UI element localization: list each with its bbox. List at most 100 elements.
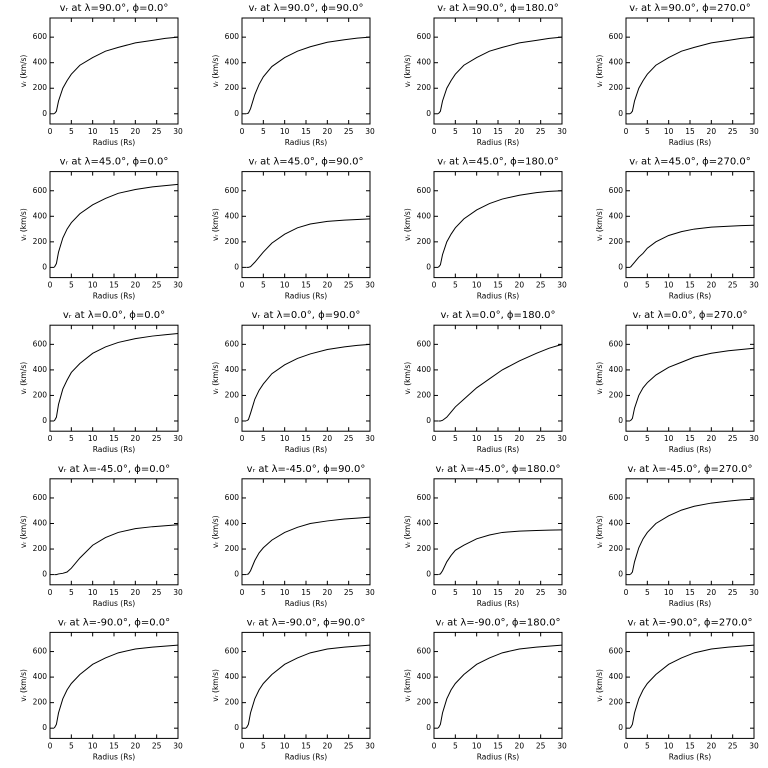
x-tick-label: 20 [323,434,333,443]
x-tick-label: 5 [453,127,458,136]
x-tick-label: 10 [472,281,482,290]
y-tick-label: 200 [417,390,432,399]
x-tick-label: 25 [344,588,354,597]
x-tick-label: 10 [280,434,290,443]
y-tick-label: 0 [618,723,623,732]
x-tick-label: 30 [173,588,183,597]
x-tick-label: 0 [240,741,245,750]
y-tick-label: 0 [618,570,623,579]
x-tick-label: 10 [664,281,674,290]
x-tick-label: 25 [536,434,546,443]
y-tick-label: 400 [609,672,624,681]
x-tick-label: 25 [344,434,354,443]
x-tick-label: 25 [536,281,546,290]
x-tick-label: 15 [493,588,503,597]
y-tick-label: 200 [609,698,624,707]
y-tick-label: 600 [609,493,624,502]
y-tick-label: 0 [234,723,239,732]
plot-frame [625,171,755,279]
plot-frame [625,631,755,739]
y-tick-label: 0 [42,570,47,579]
y-tick-label: 200 [609,544,624,553]
x-tick-label: 25 [728,281,738,290]
y-tick-label: 0 [234,262,239,271]
y-tick-label: 200 [33,698,48,707]
x-tick-label: 0 [624,127,629,136]
chart-title: vᵣ at λ=0.0°, ϕ=90.0° [252,310,361,321]
x-tick-label: 15 [685,281,695,290]
plot-frame [625,17,755,125]
x-tick-label: 5 [261,588,266,597]
plot-frame [433,478,563,586]
x-tick-label: 10 [472,741,482,750]
x-tick-label: 20 [131,281,141,290]
x-tick-label: 15 [109,588,119,597]
x-tick-label: 30 [557,281,567,290]
x-tick-label: 25 [728,588,738,597]
y-tick-label: 400 [225,211,240,220]
x-tick-label: 30 [749,434,759,443]
y-tick-label: 200 [609,390,624,399]
x-tick-label: 15 [685,741,695,750]
x-axis-label: Radius (Rs) [669,445,712,454]
x-axis-label: Radius (Rs) [669,292,712,301]
x-axis-label: Radius (Rs) [285,445,328,454]
y-tick-label: 400 [609,211,624,220]
chart-title: vᵣ at λ=-45.0°, ϕ=0.0° [58,464,170,475]
x-tick-label: 20 [707,588,717,597]
x-axis-label: Radius (Rs) [477,138,520,147]
x-tick-label: 15 [493,741,503,750]
x-tick-label: 30 [557,588,567,597]
x-tick-label: 15 [301,741,311,750]
plot-frame [433,17,563,125]
y-axis-label: vᵣ (km/s) [595,669,604,702]
x-tick-label: 10 [280,741,290,750]
y-tick-label: 600 [225,339,240,348]
x-tick-label: 20 [131,588,141,597]
y-tick-label: 400 [609,58,624,67]
x-tick-label: 25 [344,127,354,136]
y-axis-label: vᵣ (km/s) [595,208,604,241]
y-axis-label: vᵣ (km/s) [403,515,412,548]
x-tick-label: 20 [515,741,525,750]
data-line [246,516,371,576]
y-axis-label: vᵣ (km/s) [19,55,28,88]
chart-title: vᵣ at λ=-90.0°, ϕ=90.0° [247,617,366,628]
x-tick-label: 0 [624,588,629,597]
y-tick-label: 600 [609,339,624,348]
data-line [246,36,371,115]
x-tick-label: 25 [152,127,162,136]
plot-frame [49,631,179,739]
x-axis-label: Radius (Rs) [477,752,520,761]
y-tick-label: 200 [33,544,48,553]
x-axis-label: Radius (Rs) [285,292,328,301]
y-axis-label: vᵣ (km/s) [595,362,604,395]
x-tick-label: 5 [453,281,458,290]
data-line [629,644,755,729]
y-tick-label: 200 [417,698,432,707]
y-axis-label: vᵣ (km/s) [211,208,220,241]
y-tick-label: 600 [417,32,432,41]
y-tick-label: 0 [618,416,623,425]
data-line [53,36,179,115]
chart-title: vᵣ at λ=45.0°, ϕ=0.0° [60,157,169,168]
x-tick-label: 10 [88,281,98,290]
x-tick-label: 25 [344,741,354,750]
x-tick-label: 5 [69,741,74,750]
data-line [246,343,371,422]
y-tick-label: 0 [426,262,431,271]
x-tick-label: 30 [173,434,183,443]
y-tick-label: 400 [33,365,48,374]
x-tick-label: 15 [685,434,695,443]
x-tick-label: 15 [685,127,695,136]
data-line [629,347,755,422]
x-tick-label: 30 [173,127,183,136]
chart-title: vᵣ at λ=90.0°, ϕ=180.0° [437,3,558,14]
x-tick-label: 30 [749,741,759,750]
x-tick-label: 25 [152,281,162,290]
x-tick-label: 30 [557,127,567,136]
x-tick-label: 25 [536,741,546,750]
x-tick-label: 15 [493,434,503,443]
y-tick-label: 600 [225,186,240,195]
